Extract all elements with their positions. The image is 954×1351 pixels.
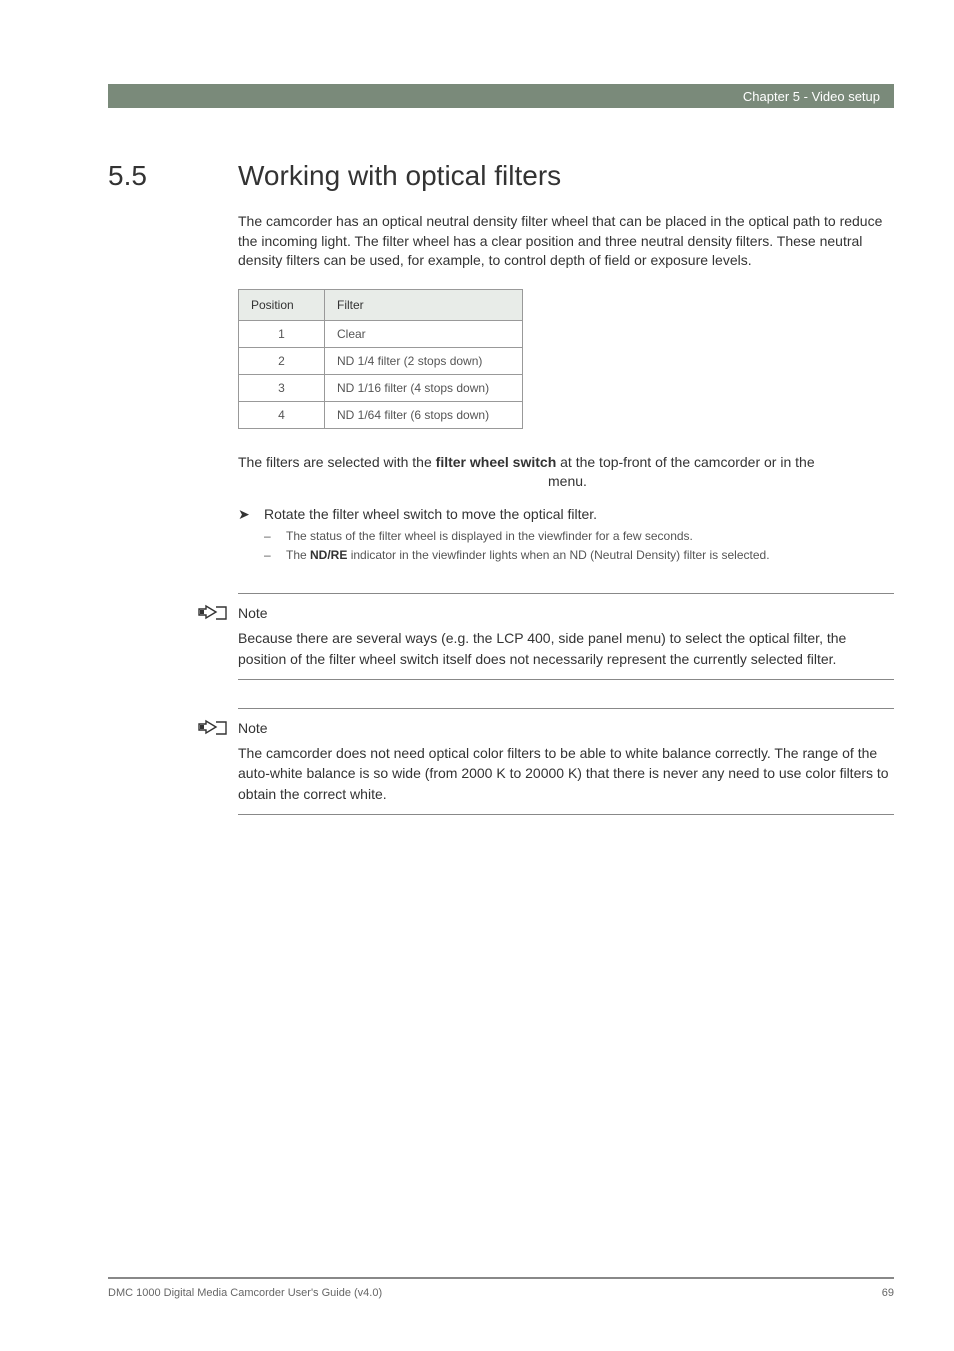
body-block: The camcorder has an optical neutral den…	[238, 212, 894, 565]
table-row: 2 ND 1/4 filter (2 stops down)	[239, 347, 523, 374]
cell-position: 2	[239, 347, 325, 374]
footer-page-number: 69	[882, 1287, 894, 1299]
section-heading: 5.5 Working with optical filters	[108, 160, 894, 192]
note-block: Note The camcorder does not need optical…	[108, 708, 894, 815]
note-head-row: Note	[108, 719, 894, 737]
filter-table: Position Filter 1 Clear 2 ND 1/4 filter …	[238, 289, 523, 429]
bullet-marker-icon: ➤	[238, 504, 264, 525]
procedure-sub1-text: The status of the filter wheel is displa…	[286, 527, 693, 546]
note-rule	[238, 593, 894, 594]
section-number: 5.5	[108, 160, 238, 192]
note-rule	[238, 679, 894, 680]
note-icon	[108, 719, 238, 737]
sub-bullet-marker: –	[264, 546, 286, 565]
note-block: Note Because there are several ways (e.g…	[108, 593, 894, 680]
note-body: Because there are several ways (e.g. the…	[238, 628, 894, 669]
procedure-list: ➤ Rotate the filter wheel switch to move…	[238, 504, 894, 565]
cell-filter: ND 1/64 filter (6 stops down)	[325, 401, 523, 428]
chapter-header-bar: Chapter 5 - Video setup	[108, 84, 894, 108]
cell-filter: Clear	[325, 320, 523, 347]
note-body: The camcorder does not need optical colo…	[238, 743, 894, 804]
cell-position: 4	[239, 401, 325, 428]
note-label: Note	[238, 720, 268, 736]
pointing-hand-icon	[198, 604, 228, 622]
procedure-step: ➤ Rotate the filter wheel switch to move…	[238, 504, 894, 525]
sub2-post: indicator in the viewfinder lights when …	[347, 548, 769, 562]
procedure-main-text: Rotate the filter wheel switch to move t…	[264, 504, 597, 525]
col-header-filter: Filter	[325, 289, 523, 320]
content-area: 5.5 Working with optical filters The cam…	[108, 160, 894, 815]
cell-filter: ND 1/16 filter (4 stops down)	[325, 374, 523, 401]
filter-wheel-switch-term: filter wheel switch	[436, 454, 557, 470]
table-header-row: Position Filter	[239, 289, 523, 320]
cell-position: 1	[239, 320, 325, 347]
pointing-hand-icon	[198, 719, 228, 737]
note-rule	[238, 814, 894, 815]
sub-bullet-marker: –	[264, 527, 286, 546]
table-row: 4 ND 1/64 filter (6 stops down)	[239, 401, 523, 428]
menu-path-suffix: menu.	[548, 473, 587, 489]
table-row: 3 ND 1/16 filter (4 stops down)	[239, 374, 523, 401]
footer-rule	[108, 1277, 894, 1279]
page-footer: DMC 1000 Digital Media Camcorder User's …	[108, 1277, 894, 1299]
selection-paragraph: The filters are selected with the filter…	[238, 453, 894, 492]
footer-row: DMC 1000 Digital Media Camcorder User's …	[108, 1287, 894, 1299]
page: Chapter 5 - Video setup 5.5 Working with…	[0, 0, 954, 1351]
note-label: Note	[238, 605, 268, 621]
cell-filter: ND 1/4 filter (2 stops down)	[325, 347, 523, 374]
col-header-position: Position	[239, 289, 325, 320]
ndre-indicator-term: ND/RE	[310, 548, 347, 562]
note-icon	[108, 604, 238, 622]
footer-doc-title: DMC 1000 Digital Media Camcorder User's …	[108, 1287, 382, 1299]
selection-post: at the top-front of the camcorder or in …	[556, 454, 814, 470]
procedure-substep: – The ND/RE indicator in the viewfinder …	[264, 546, 894, 565]
chapter-label: Chapter 5 - Video setup	[743, 89, 880, 104]
selection-pre: The filters are selected with the	[238, 454, 436, 470]
procedure-sub2-text: The ND/RE indicator in the viewfinder li…	[286, 546, 770, 565]
table-row: 1 Clear	[239, 320, 523, 347]
section-title: Working with optical filters	[238, 160, 561, 192]
intro-paragraph: The camcorder has an optical neutral den…	[238, 212, 894, 271]
cell-position: 3	[239, 374, 325, 401]
menu-path-line: menu.	[238, 472, 894, 492]
sub2-pre: The	[286, 548, 310, 562]
note-rule	[238, 708, 894, 709]
note-head-row: Note	[108, 604, 894, 622]
procedure-substep: – The status of the filter wheel is disp…	[264, 527, 894, 546]
